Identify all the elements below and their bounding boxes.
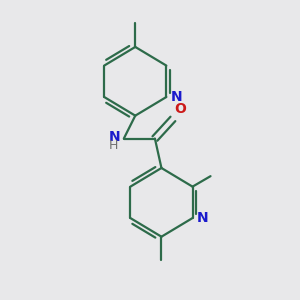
Text: N: N <box>197 211 208 225</box>
Text: H: H <box>109 139 118 152</box>
Text: O: O <box>175 102 186 116</box>
Text: N: N <box>171 90 182 104</box>
Text: N: N <box>109 130 121 144</box>
